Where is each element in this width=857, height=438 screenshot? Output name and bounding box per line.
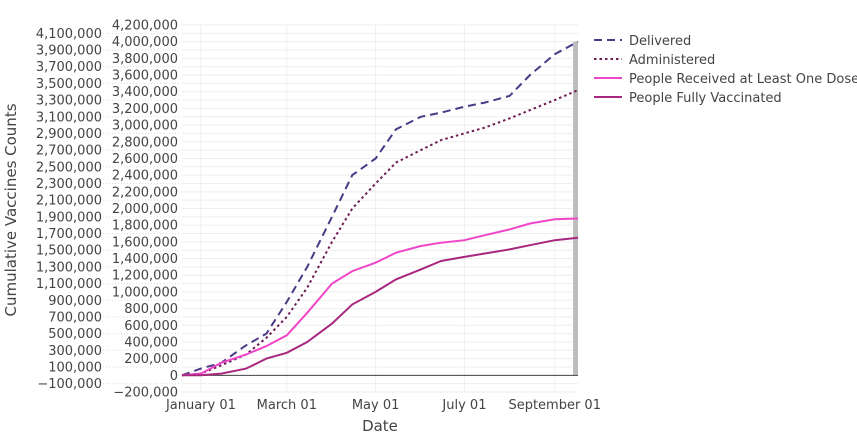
y-axis-title: Cumulative Vaccines Counts [2,103,20,316]
y-tick-label: 1,500,000 [36,244,102,259]
y-tick-label: 3,400,000 [112,85,178,100]
highlight-band [573,41,578,376]
y-tick-label: 3,600,000 [112,69,178,84]
y-tick-label: 2,300,000 [36,177,102,192]
y-tick-label: −200,000 [113,386,178,401]
y-tick-label: 1,900,000 [36,210,102,225]
series-line-people-fully-vaccinated [182,236,579,377]
y-tick-label: 1,600,000 [112,235,178,250]
legend-item[interactable]: People Fully Vaccinated [594,91,782,106]
legend-item[interactable]: Delivered [594,34,691,49]
y-tick-label: 700,000 [48,310,102,325]
x-tick-label: January 01 [165,398,236,413]
legend-label: People Fully Vaccinated [629,91,782,106]
y-tick-label: 100,000 [48,360,102,375]
legend-label: People Received at Least One Dose [629,72,857,87]
y-tick-label: 2,400,000 [112,169,178,184]
y-tick-label: 3,800,000 [112,52,178,67]
y-tick-label: 3,300,000 [36,94,102,109]
y-tick-label: 2,200,000 [112,185,178,200]
y-tick-label: 500,000 [48,327,102,342]
gridlines [182,24,578,393]
y-tick-label: 4,200,000 [112,19,178,34]
y-tick-label: 1,700,000 [36,227,102,242]
x-axis-title: Date [362,417,398,434]
y-tick-label: 2,500,000 [36,160,102,175]
legend-label: Administered [629,53,715,68]
y-tick-label: 1,000,000 [112,285,178,300]
series-lines [181,40,579,377]
y-tick-label: 600,000 [124,319,178,334]
legend[interactable]: Delivered Administered People Received at … [594,34,857,106]
y-axis-ticks: −200,000 −100,000 0 100,000 200,000 300,000 40… [36,19,180,401]
series-line-delivered [181,40,579,377]
legend-item[interactable]: Administered [594,53,715,68]
y-tick-label: 4,100,000 [36,27,102,42]
x-tick-label: March 01 [257,398,317,413]
x-axis-ticks: January 01 March 01 May 01 July 01 September… [165,398,601,413]
y-tick-label: 2,100,000 [36,194,102,209]
y-tick-label: −100,000 [37,377,102,392]
series-line-people-received-at-least-one-dose [181,217,579,377]
y-tick-label: 3,900,000 [36,44,102,59]
y-tick-label: 1,100,000 [36,277,102,292]
y-tick-label: 3,100,000 [36,110,102,125]
y-tick-label: 1,200,000 [112,269,178,284]
y-tick-label: 200,000 [124,352,178,367]
y-tick-label: 2,700,000 [36,144,102,159]
x-tick-label: July 01 [441,398,486,413]
y-tick-label: 3,000,000 [112,119,178,134]
y-tick-label: 3,200,000 [112,102,178,117]
legend-label: Delivered [629,34,691,49]
y-tick-label: 3,700,000 [36,60,102,75]
y-tick-label: 1,800,000 [112,219,178,234]
y-tick-label: 2,000,000 [112,202,178,217]
x-tick-label: May 01 [352,398,400,413]
y-tick-label: 3,500,000 [36,77,102,92]
y-tick-label: 800,000 [124,302,178,317]
y-tick-label: 300,000 [48,344,102,359]
y-tick-label: 400,000 [124,335,178,350]
series-line-administered [181,89,579,377]
y-tick-label: 1,300,000 [36,260,102,275]
legend-item[interactable]: People Received at Least One Dose [594,72,857,87]
y-tick-label: 4,000,000 [112,35,178,50]
y-tick-label: 900,000 [48,294,102,309]
y-tick-label: 0 [170,369,178,384]
y-tick-label: 1,400,000 [112,252,178,267]
x-tick-label: September 01 [508,398,601,413]
y-tick-label: 2,600,000 [112,152,178,167]
y-tick-label: 2,900,000 [36,127,102,142]
y-tick-label: 2,800,000 [112,135,178,150]
